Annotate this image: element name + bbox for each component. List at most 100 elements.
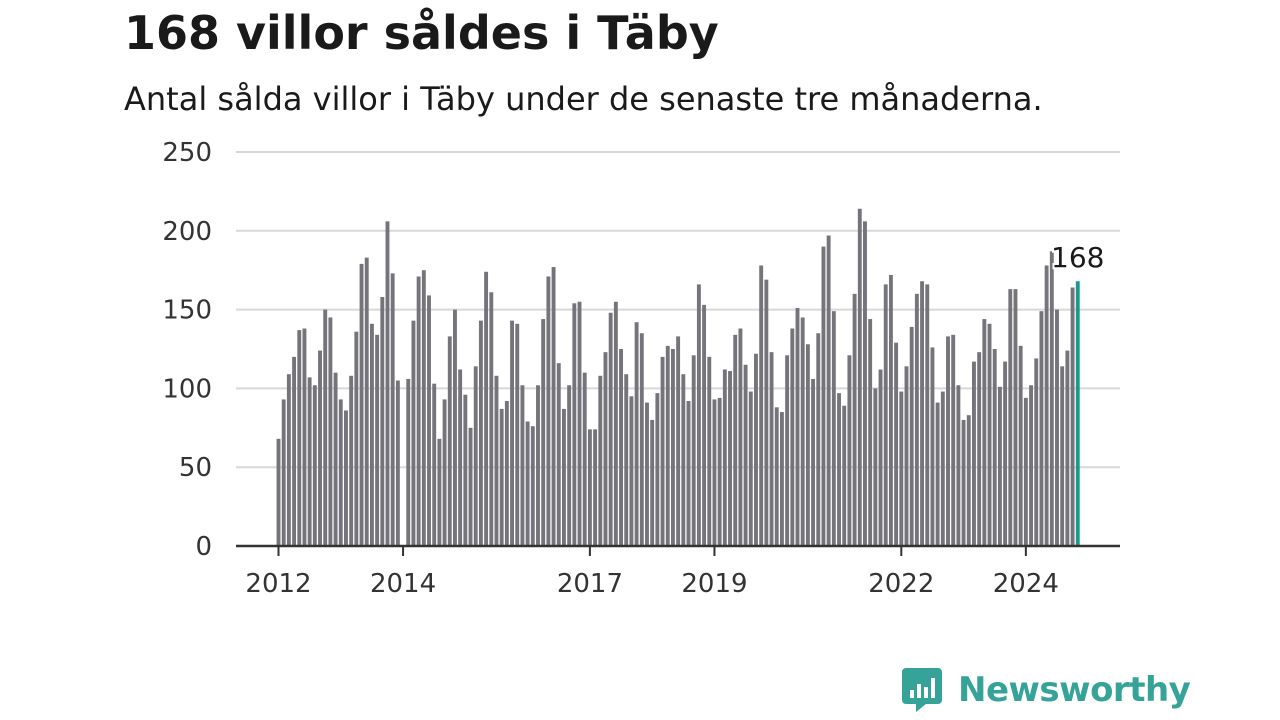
bar <box>577 301 582 546</box>
bar <box>748 391 753 546</box>
bar <box>997 386 1002 546</box>
bar <box>956 385 961 546</box>
bar <box>1018 345 1023 546</box>
bar <box>447 336 452 546</box>
bar <box>608 312 613 546</box>
bar <box>359 263 364 546</box>
bar <box>712 399 717 546</box>
bar <box>863 221 867 546</box>
bar <box>349 375 354 546</box>
bar <box>977 352 982 546</box>
bar <box>530 426 535 546</box>
y-tick-label: 150 <box>162 296 212 326</box>
bar <box>302 328 307 546</box>
highlight-bar <box>1075 281 1080 546</box>
bar <box>1049 251 1054 546</box>
x-tick-label: 2014 <box>370 569 436 599</box>
bar <box>442 399 447 546</box>
bar <box>899 391 904 546</box>
bar <box>499 408 504 546</box>
x-tick-label: 2019 <box>681 569 747 599</box>
bar <box>416 276 421 546</box>
y-tick-label: 0 <box>195 532 212 562</box>
bar <box>525 421 530 546</box>
bar <box>307 377 312 546</box>
bar <box>1044 265 1049 546</box>
bar <box>940 391 945 546</box>
bar <box>722 369 727 546</box>
bar <box>437 438 442 546</box>
x-tick-label: 2012 <box>245 569 311 599</box>
bar <box>390 273 395 546</box>
bar <box>1029 385 1033 546</box>
bar <box>629 396 634 546</box>
bar <box>323 309 328 546</box>
bar <box>909 326 914 546</box>
bar <box>816 333 821 546</box>
bar <box>276 438 281 546</box>
bar <box>1013 289 1018 546</box>
bar <box>541 319 546 546</box>
bar <box>385 221 390 546</box>
y-tick-label: 200 <box>162 217 212 247</box>
bar <box>831 311 836 546</box>
bar <box>297 330 302 546</box>
logo-text: Newsworthy <box>958 670 1191 710</box>
bar <box>567 385 572 546</box>
bar <box>624 374 629 546</box>
bar <box>650 419 655 546</box>
bar <box>754 353 758 546</box>
bar <box>380 296 385 546</box>
bar <box>1003 361 1008 546</box>
bar <box>1065 350 1070 546</box>
bar <box>686 401 691 546</box>
bar <box>764 279 769 546</box>
bar <box>562 408 566 546</box>
bar <box>328 317 333 546</box>
bar <box>520 385 525 546</box>
bar <box>759 265 764 546</box>
bar <box>1039 311 1044 546</box>
bar <box>728 371 732 546</box>
bar <box>790 328 795 546</box>
bar <box>888 274 893 546</box>
bar <box>494 375 499 546</box>
bar <box>427 295 431 546</box>
bar <box>987 323 992 546</box>
bar <box>546 276 551 546</box>
bar <box>951 334 956 546</box>
bar <box>551 267 556 546</box>
y-tick-label: 250 <box>162 138 212 168</box>
bar <box>992 349 997 546</box>
bar <box>504 401 509 546</box>
bar <box>930 347 935 546</box>
chart-subtitle: Antal sålda villor i Täby under de senas… <box>124 80 1043 118</box>
x-tick-label: 2024 <box>993 569 1059 599</box>
bar <box>556 363 561 546</box>
bar <box>338 399 343 546</box>
chart-title: 168 villor såldes i Täby <box>124 6 719 60</box>
bar <box>904 366 909 546</box>
bar <box>935 402 940 546</box>
bar <box>837 393 841 546</box>
bar <box>318 350 322 546</box>
bar <box>972 361 976 546</box>
bar <box>364 257 369 546</box>
bar <box>619 349 623 546</box>
y-tick-label: 100 <box>162 374 212 404</box>
bar <box>733 334 738 546</box>
bar <box>354 331 359 546</box>
bar <box>645 402 649 546</box>
bar <box>920 281 925 546</box>
bar <box>613 301 618 546</box>
bar <box>369 323 374 546</box>
bar <box>536 385 540 546</box>
bar <box>914 293 919 546</box>
bar <box>468 427 473 546</box>
x-tick-label: 2017 <box>557 569 623 599</box>
bar <box>738 328 743 546</box>
bar <box>639 333 644 546</box>
bar <box>395 380 400 546</box>
bar <box>292 356 297 546</box>
